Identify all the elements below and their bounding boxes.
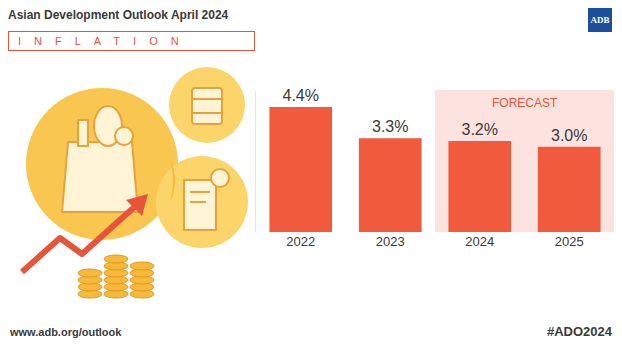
svg-text:FORECAST: FORECAST [492, 96, 558, 110]
svg-text:2022: 2022 [286, 234, 315, 249]
svg-text:3.2%: 3.2% [462, 121, 498, 138]
html-text:INFLATION: INFLATION [18, 35, 192, 47]
svg-text:3.3%: 3.3% [372, 118, 408, 135]
html-text:www.adb.org/outlook: www.adb.org/outlook [10, 326, 122, 338]
svg-text:4.4%: 4.4% [283, 87, 319, 104]
html-text:ADB: ADB [590, 15, 610, 25]
html-text:#ADO2024: #ADO2024 [547, 324, 612, 339]
svg-text:3.0%: 3.0% [551, 127, 587, 144]
svg-text:2024: 2024 [465, 234, 494, 249]
svg-text:2025: 2025 [555, 234, 584, 249]
svg-text:2023: 2023 [376, 234, 405, 249]
html-text:Asian Development Outlook Apri: Asian Development Outlook April 2024 [8, 8, 229, 22]
